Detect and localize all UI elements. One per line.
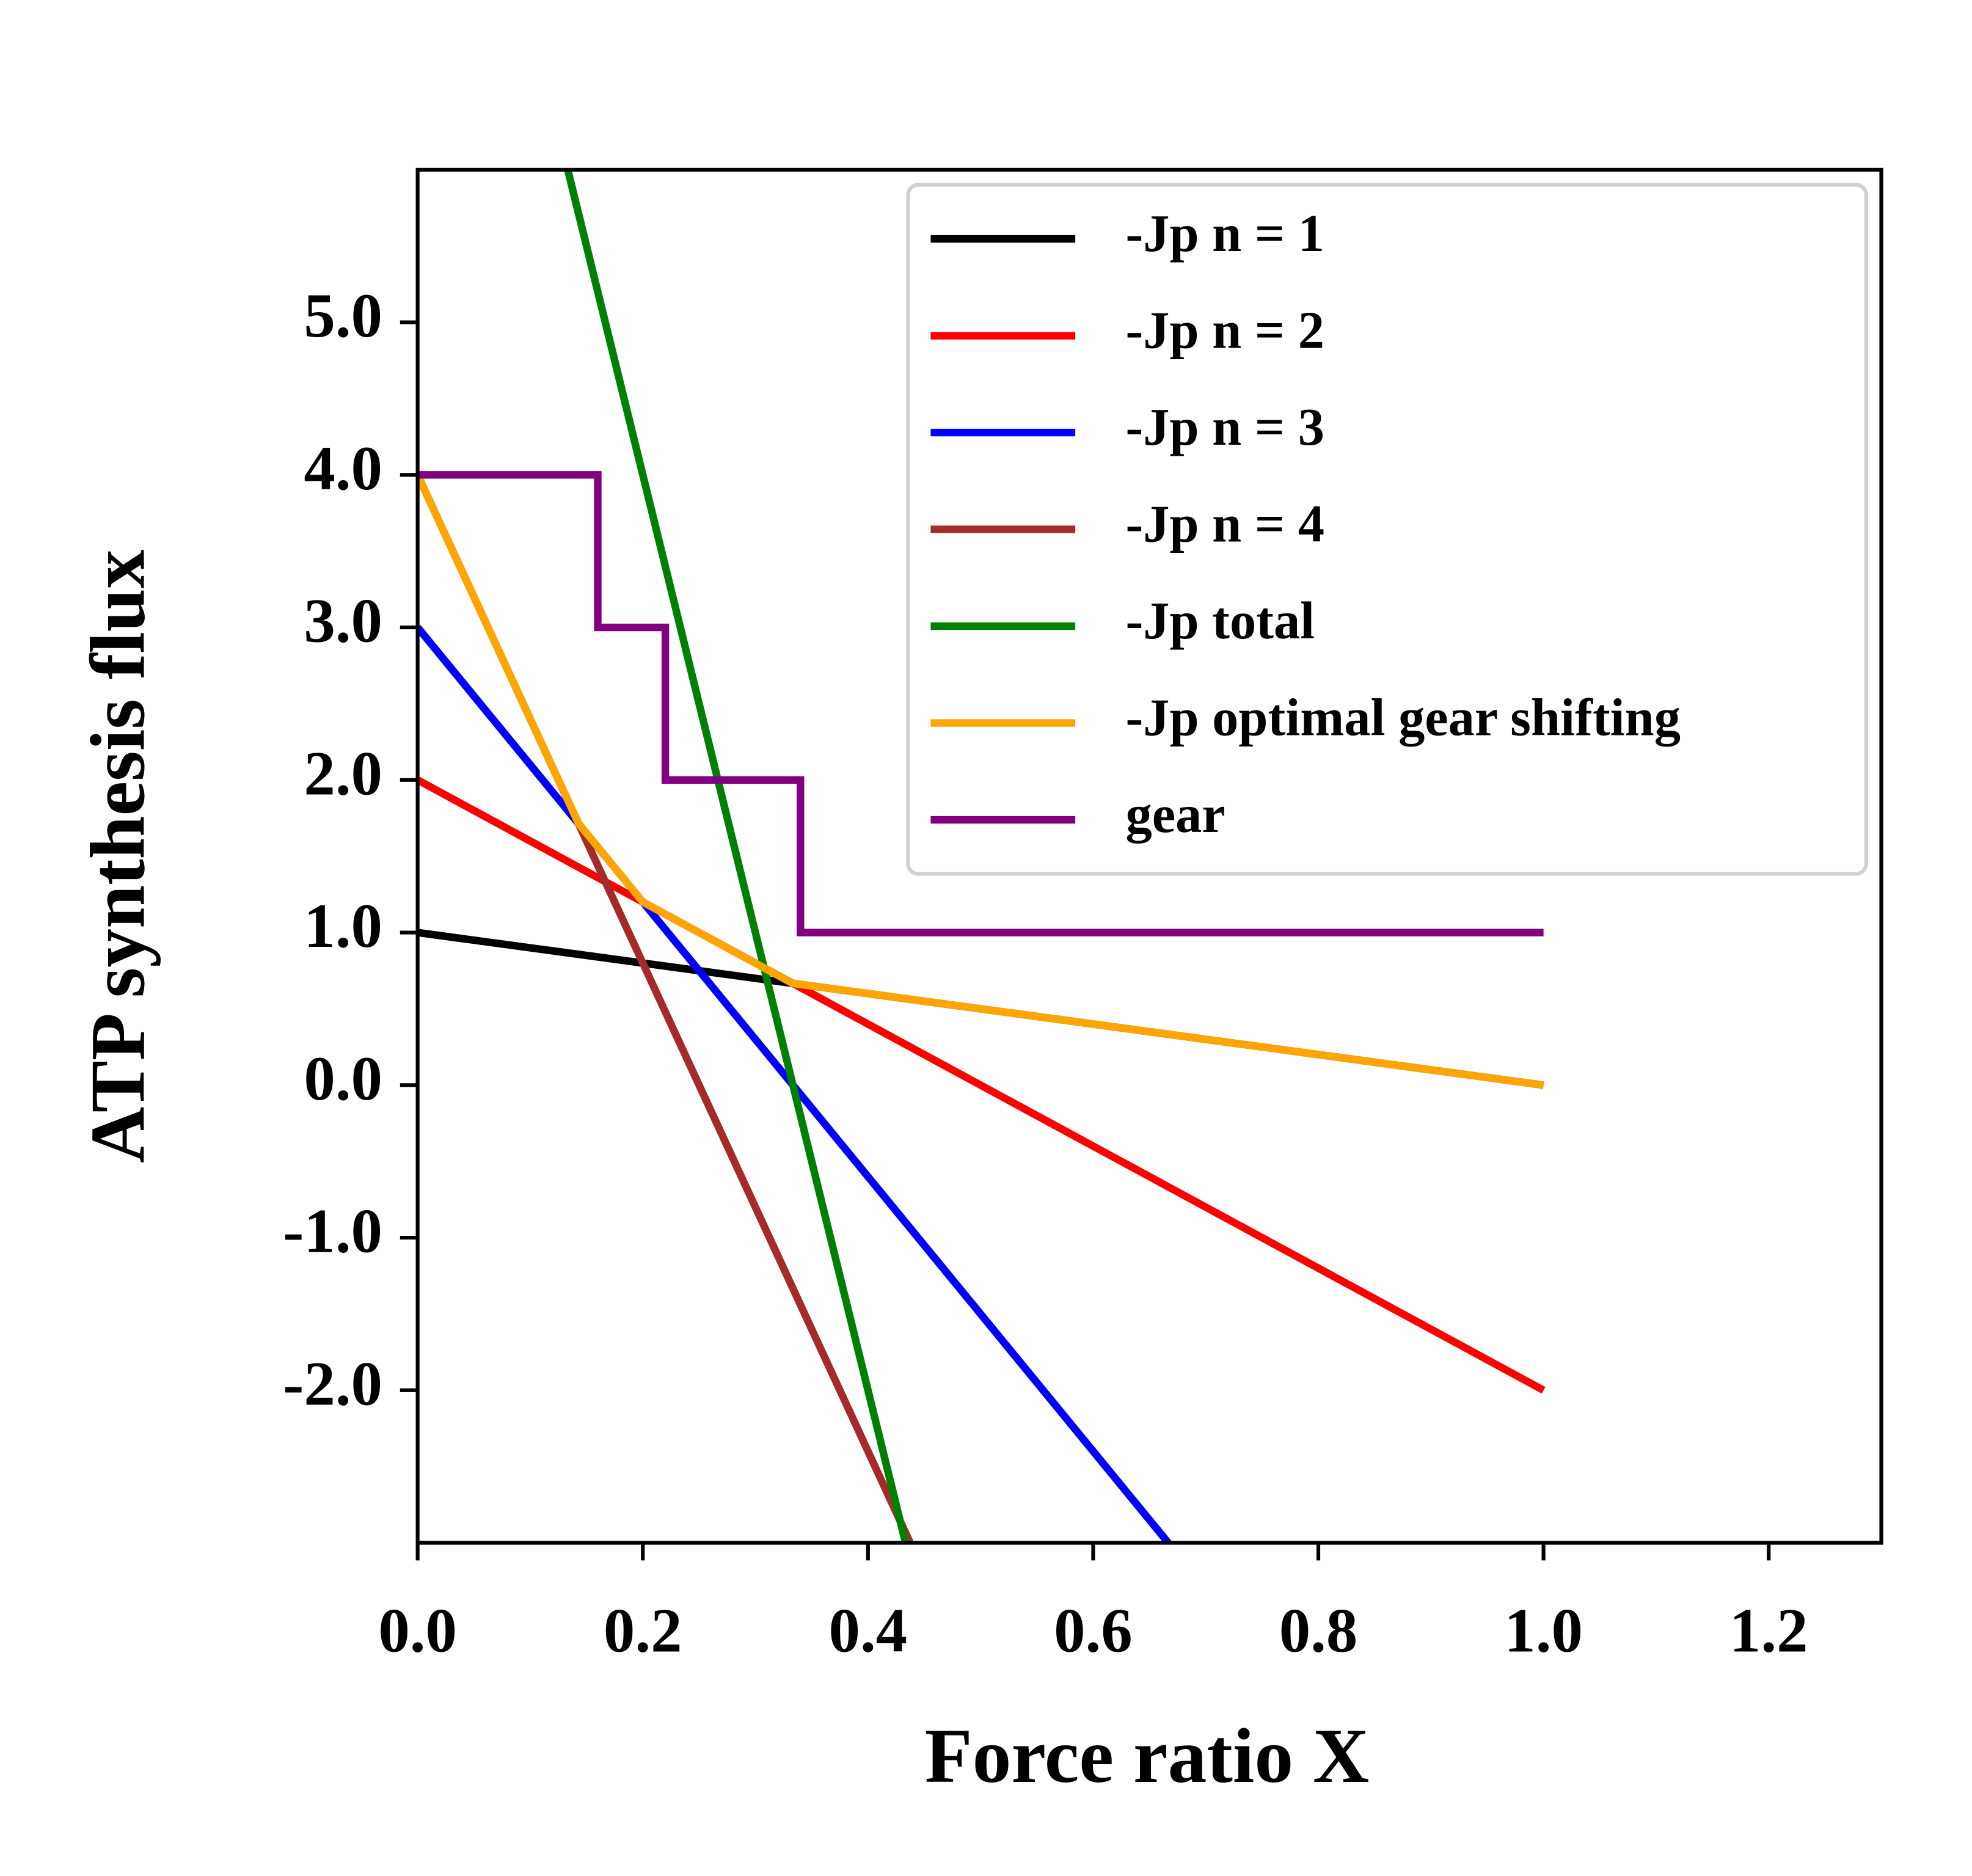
x-tick-label: 0.8 [1279, 1596, 1358, 1666]
plot-frame [415, 167, 1883, 1545]
legend-label: -Jp n = 3 [1125, 398, 1324, 456]
legend-box [906, 183, 1868, 876]
series-line [417, 471, 1544, 936]
series-line [564, 169, 910, 1543]
y-tick-label: 2.0 [304, 739, 382, 808]
legend-label: -Jp n = 1 [1125, 204, 1324, 263]
y-axis-label: ATP synthesis flux [74, 549, 161, 1163]
legend-label: -Jp optimal gear shifting [1125, 688, 1680, 746]
x-axis-label: Force ratio X [925, 1712, 1370, 1799]
series-line [417, 473, 1544, 1089]
y-tick-label: 4.0 [304, 434, 382, 503]
legend-label: gear [1125, 785, 1225, 844]
y-tick-label: 1.0 [304, 891, 382, 961]
legend-label: -Jp n = 2 [1125, 301, 1324, 359]
x-tick-label: 0.4 [829, 1596, 908, 1666]
x-tick-label: 0.0 [378, 1596, 457, 1666]
x-tick-label: 1.0 [1504, 1596, 1583, 1666]
series-line [417, 473, 915, 1543]
y-tick-label: 5.0 [304, 281, 382, 351]
legend-label: -Jp total [1125, 591, 1315, 650]
x-tick-label: 0.6 [1054, 1596, 1133, 1666]
y-tick-label: 3.0 [304, 586, 382, 656]
y-tick-label: -1.0 [283, 1197, 382, 1266]
y-tick-label: 0.0 [304, 1044, 382, 1114]
plot-lines [417, 169, 1546, 1543]
x-tick-label: 1.2 [1729, 1596, 1808, 1666]
y-tick-label: -2.0 [283, 1349, 382, 1418]
x-tick-label: 0.2 [604, 1596, 682, 1666]
legend-label: -Jp n = 4 [1125, 494, 1324, 553]
